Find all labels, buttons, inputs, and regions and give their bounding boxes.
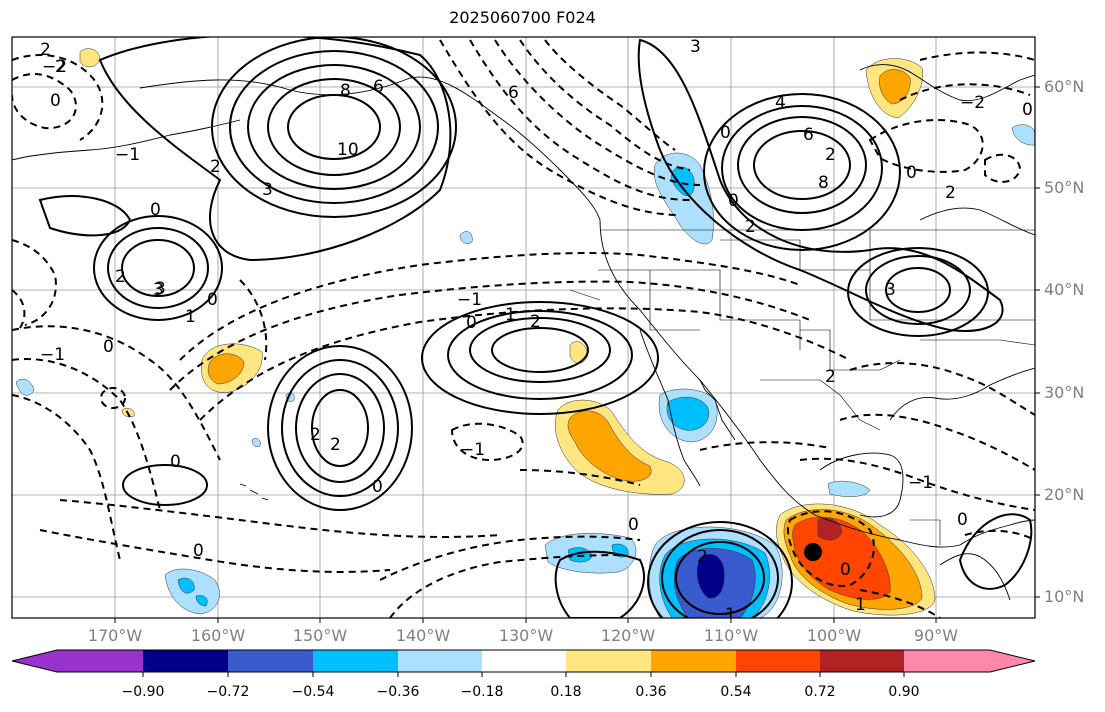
lon-label: 100°W [806, 626, 862, 645]
colorbar-tick-label: 0.54 [720, 684, 752, 700]
colorbar-bin [820, 650, 904, 672]
contour-label: 2 [745, 217, 756, 237]
contour-label: 0 [466, 313, 477, 333]
contour-label: −2 [42, 57, 67, 77]
contour-label: 0 [720, 123, 731, 143]
lon-label: 120°W [600, 626, 656, 645]
contour-label: −1 [460, 440, 485, 460]
lon-label: 110°W [703, 626, 759, 645]
contour-label: 2 [697, 547, 708, 567]
colorbar-extend-high [990, 650, 1035, 672]
map-frame [11, 36, 1036, 619]
contour-label: 4 [775, 93, 786, 113]
contour-label: 1 [855, 595, 866, 615]
contour-label: 0 [728, 191, 739, 211]
colorbar-bin [482, 650, 566, 672]
colorbar-bin [904, 650, 990, 672]
contours-negative [12, 39, 1035, 618]
contour-label: 2 [115, 267, 126, 287]
lat-label: 20°N [1044, 485, 1085, 504]
contour-label: −1 [40, 345, 65, 365]
contour-label: 3 [262, 180, 273, 200]
lat-label: 10°N [1044, 587, 1085, 606]
lat-label: 50°N [1044, 178, 1085, 197]
contour-label: 0 [103, 337, 114, 357]
contour-label: 2 [210, 157, 221, 177]
colorbar-tick-label: −0.36 [376, 684, 420, 700]
contour-label: −2 [960, 93, 985, 113]
contour-label: −1 [115, 145, 140, 165]
map-title: 2025060700 F024 [449, 8, 596, 27]
contour-label: 3 [885, 280, 896, 300]
contour-label: 2 [825, 367, 836, 387]
lon-label: 90°W [913, 626, 959, 645]
lon-label: 160°W [190, 626, 246, 645]
storm-center-marker [804, 543, 822, 561]
contour-label: −1 [457, 290, 482, 310]
colorbar-tick-label: 0.18 [550, 684, 582, 700]
contour-label: 2 [530, 312, 541, 332]
contour-label: 6 [373, 77, 384, 97]
colorbar-tick-label: 0.36 [635, 684, 667, 700]
colorbar-tick-label: −0.54 [291, 684, 335, 700]
contour-label: 0 [150, 200, 161, 220]
contour-label: 1 [185, 307, 196, 327]
lat-label: 30°N [1044, 383, 1085, 402]
contour-label: 8 [818, 173, 829, 193]
contour-label: 0 [193, 541, 204, 561]
colorbar-extend-low [12, 650, 57, 672]
colorbar-outline [11, 649, 1036, 673]
axis-ticks [114, 86, 1040, 623]
contour-label: 3 [690, 37, 701, 57]
contour-label: 0 [170, 452, 181, 472]
contour-label: 2 [310, 425, 321, 445]
contour-label: 8 [340, 81, 351, 101]
contour-label: 2 [945, 183, 956, 203]
contour-label: 6 [508, 83, 519, 103]
contour-label: 10 [337, 140, 359, 160]
colorbar-bin [398, 650, 482, 672]
contour-label: 0 [1022, 100, 1033, 120]
contour-label: −1 [908, 473, 933, 493]
contour-label: 0 [840, 560, 851, 580]
lat-label: 40°N [1044, 280, 1085, 299]
lat-label: 60°N [1044, 77, 1085, 96]
colorbar-tick-label: 0.90 [888, 684, 920, 700]
colorbar-bin [57, 650, 143, 672]
coastlines [12, 64, 1035, 601]
contour-label: 2 [55, 57, 66, 77]
contour-label: 0 [50, 91, 61, 111]
colorbar [11, 649, 1036, 677]
contour-label: 0 [906, 163, 917, 183]
contour-label: 0 [372, 477, 383, 497]
contour-label: 0 [207, 290, 218, 310]
lon-label: 130°W [498, 626, 554, 645]
colorbar-tick-label: −0.90 [121, 684, 165, 700]
contour-label: 1 [725, 605, 736, 625]
contour-label: 3 [153, 280, 164, 300]
contour-label: 2 [825, 145, 836, 165]
colorbar-tick-label: −0.72 [206, 684, 250, 700]
colorbar-bin [143, 650, 228, 672]
colorbar-bin [736, 650, 820, 672]
contour-label: 3 [155, 279, 166, 299]
contour-label: 6 [803, 125, 814, 145]
colorbar-tick-label: 0.72 [804, 684, 836, 700]
colorbar-bin [651, 650, 736, 672]
contour-label: 2 [330, 435, 341, 455]
colorbar-tick-label: −0.18 [460, 684, 504, 700]
lon-label: 140°W [395, 626, 451, 645]
contour-label: 1 [505, 305, 516, 325]
colorbar-bin [313, 650, 398, 672]
contour-label: 2 [40, 40, 51, 60]
contour-label: 0 [628, 515, 639, 535]
lon-label: 150°W [292, 626, 348, 645]
lon-label: 170°W [87, 626, 143, 645]
contour-labels: 2 2 0 −1 0 2 3 0 1 0 2 3 8 10 6 6 −1 −2 … [40, 37, 1033, 625]
colorbar-bin [566, 650, 651, 672]
colorbar-bin [228, 650, 313, 672]
contour-label: 0 [957, 510, 968, 530]
